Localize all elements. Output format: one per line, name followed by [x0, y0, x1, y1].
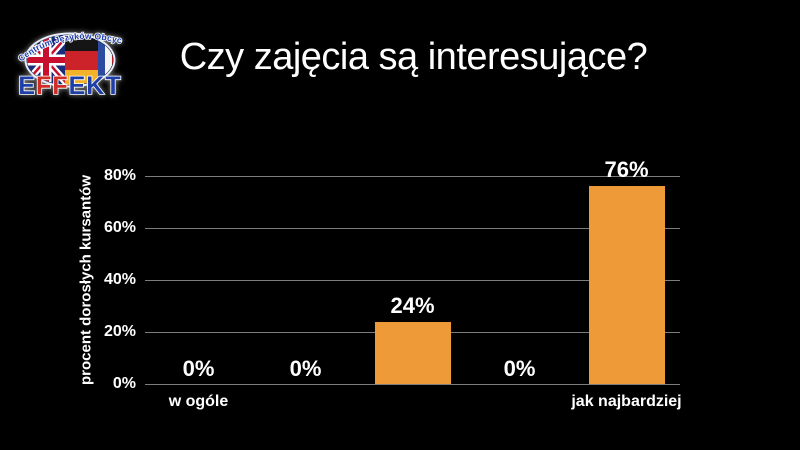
- bar-value-label: 76%: [604, 157, 649, 183]
- gridline: [145, 384, 680, 385]
- x-category-label: w ogóle: [168, 393, 229, 410]
- german-flag-icon: [65, 35, 98, 85]
- slide-title: Czy zajęcia są interesujące?: [179, 36, 648, 78]
- logo-brand-text: EFFEKT: [18, 72, 121, 98]
- bar-value-label: 0%: [289, 356, 322, 381]
- x-category-label: jak najbardziej: [571, 393, 682, 410]
- gridline: [145, 228, 680, 229]
- y-tick-label: 40%: [103, 271, 136, 288]
- french-flag-icon: [98, 35, 113, 85]
- bar-value-label: 0%: [182, 356, 215, 381]
- y-tick-label: 0%: [112, 375, 136, 392]
- effekt-logo: Centrum Języków Obcych EFFEKT: [13, 14, 124, 98]
- y-tick-label: 80%: [103, 167, 136, 184]
- bar: [588, 186, 665, 384]
- bar: [374, 321, 451, 384]
- y-tick-label: 60%: [103, 219, 136, 236]
- bar-value-label: 24%: [390, 292, 435, 318]
- y-tick-label: 20%: [103, 323, 136, 340]
- bar-value-label: 0%: [503, 356, 536, 381]
- gridline: [145, 176, 680, 177]
- gridline: [145, 280, 680, 281]
